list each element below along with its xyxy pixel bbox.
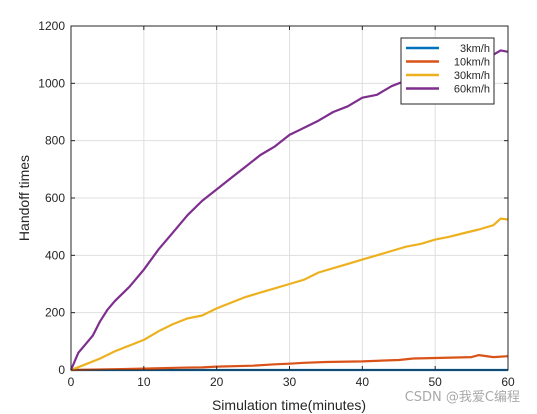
x-tick-label: 60: [501, 375, 515, 389]
series-line-30km-h: [70, 217, 509, 372]
legend-label-3km-h: 3km/h: [460, 43, 490, 55]
x-tick-label: 30: [283, 375, 297, 389]
y-axis-label: Handoff times: [16, 155, 32, 241]
y-tick-label: 400: [45, 248, 65, 262]
x-tick-label: 20: [210, 375, 224, 389]
watermark: CSDN @我爱C编程: [405, 390, 520, 405]
y-tick-label: 0: [58, 363, 65, 377]
x-tick-label: 0: [68, 375, 75, 389]
y-tick-label: 1000: [38, 76, 65, 90]
y-tick-label: 200: [45, 306, 65, 320]
y-tick-label: 600: [45, 191, 65, 205]
y-tick-label: 1200: [38, 19, 65, 33]
x-tick-label: 40: [356, 375, 370, 389]
legend-label-60km-h: 60km/h: [454, 84, 490, 96]
series-line-10km-h: [70, 354, 509, 372]
legend-label-30km-h: 30km/h: [454, 70, 490, 82]
x-tick-label: 50: [428, 375, 442, 389]
x-tick-label: 10: [137, 375, 151, 389]
x-axis-label: Simulation time(minutes): [212, 397, 366, 413]
y-tick-label: 800: [45, 134, 65, 148]
legend-label-10km-h: 10km/h: [454, 57, 490, 69]
